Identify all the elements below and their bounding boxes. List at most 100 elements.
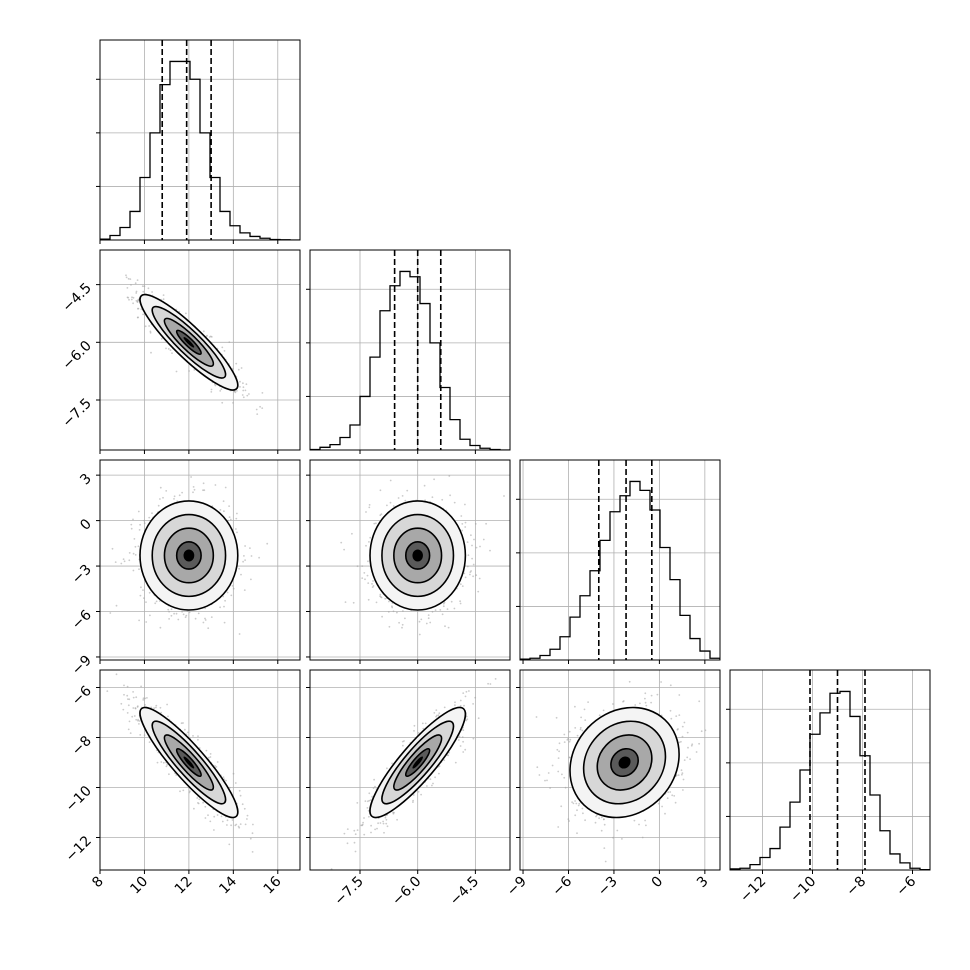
- scatter-point: [196, 797, 199, 799]
- scatter-point: [125, 276, 128, 279]
- scatter-point: [478, 577, 481, 580]
- scatter-point: [123, 684, 125, 687]
- scatter-point: [239, 823, 242, 825]
- y-tick-label: −3: [69, 562, 95, 588]
- scatter-point: [151, 291, 153, 293]
- scatter-point: [468, 690, 470, 692]
- panel-frame: [309, 249, 511, 451]
- scatter-point: [454, 761, 457, 764]
- scatter-point: [155, 706, 157, 709]
- scatter-point: [204, 619, 207, 621]
- scatter-point: [251, 851, 254, 853]
- scatter-point: [246, 814, 249, 817]
- scatter-point: [376, 827, 378, 830]
- scatter-point: [146, 697, 148, 699]
- scatter-point: [391, 762, 393, 765]
- scatter-point: [232, 402, 234, 404]
- scatter-point: [379, 593, 382, 596]
- scatter-point: [464, 503, 466, 506]
- scatter-point: [133, 538, 136, 540]
- scatter-point: [439, 609, 442, 611]
- scatter-point: [226, 819, 229, 822]
- scatter-point: [173, 498, 175, 500]
- scatter-point: [166, 703, 168, 706]
- scatter-point: [142, 699, 145, 701]
- scatter-point: [238, 633, 241, 635]
- scatter-point: [143, 597, 145, 599]
- scatter-point: [235, 528, 237, 530]
- scatter-point: [131, 296, 133, 299]
- scatter-point: [678, 741, 681, 744]
- scatter-point: [165, 347, 167, 350]
- scatter-point: [470, 570, 472, 572]
- scatter-point: [222, 776, 225, 778]
- scatter-point: [175, 774, 178, 776]
- scatter-point: [143, 519, 146, 522]
- scatter-point: [466, 541, 469, 543]
- scatter-point: [198, 798, 201, 801]
- scatter-point: [437, 714, 440, 717]
- scatter-point: [149, 614, 151, 617]
- scatter-point: [237, 825, 240, 828]
- scatter-point: [429, 778, 432, 781]
- scatter-point: [153, 707, 155, 710]
- scatter-point: [438, 772, 440, 775]
- scatter-point: [155, 600, 158, 603]
- scatter-point: [244, 545, 247, 547]
- scatter-point: [221, 401, 224, 404]
- scatter-point: [402, 610, 404, 612]
- scatter-point: [197, 612, 200, 615]
- scatter-point: [434, 776, 436, 779]
- scatter-point: [382, 822, 385, 825]
- contour-line: [151, 305, 227, 379]
- scatter-point: [219, 606, 221, 609]
- scatter-point: [228, 505, 231, 507]
- scatter-point: [621, 838, 623, 840]
- scatter-point: [213, 815, 216, 818]
- scatter-point: [406, 489, 409, 492]
- scatter-point: [387, 611, 390, 613]
- scatter-point: [149, 331, 152, 334]
- scatter-point: [138, 529, 141, 531]
- scatter-point: [503, 495, 505, 497]
- scatter-point: [148, 741, 151, 743]
- scatter-point: [467, 554, 470, 557]
- scatter-point: [644, 692, 647, 695]
- scatter-point: [441, 613, 444, 616]
- scatter-point: [472, 703, 474, 705]
- scatter-point: [356, 565, 359, 568]
- scatter-point: [168, 610, 170, 613]
- scatter-point: [128, 298, 130, 301]
- scatter-point: [182, 613, 185, 616]
- panel-content: [100, 460, 300, 660]
- scatter-point: [244, 823, 247, 826]
- scatter-point: [375, 601, 378, 604]
- panel-content: [100, 40, 300, 240]
- scatter-point: [538, 774, 541, 776]
- scatter-point: [245, 383, 248, 386]
- scatter-point: [230, 824, 233, 827]
- scatter-point: [209, 820, 212, 823]
- scatter-point: [674, 801, 677, 804]
- contour-line: [369, 500, 467, 611]
- scatter-point: [404, 499, 407, 502]
- scatter-point: [462, 751, 465, 753]
- contour-line: [175, 329, 202, 356]
- scatter-point: [612, 836, 614, 839]
- density-peak: [183, 756, 195, 769]
- panel-content: [310, 460, 510, 660]
- scatter-point: [144, 325, 147, 328]
- scatter-point: [443, 706, 446, 709]
- scatter-point: [132, 302, 134, 305]
- scatter-point: [234, 782, 237, 784]
- scatter-point: [111, 547, 114, 550]
- scatter-point: [459, 602, 462, 605]
- scatter-point: [364, 800, 367, 802]
- scatter-point: [375, 522, 377, 525]
- scatter-point: [464, 526, 467, 528]
- scatter-point: [568, 820, 570, 822]
- panel-frame: [309, 669, 511, 871]
- scatter-point: [123, 693, 125, 696]
- scatter-point: [126, 296, 129, 299]
- scatter-point: [142, 290, 145, 293]
